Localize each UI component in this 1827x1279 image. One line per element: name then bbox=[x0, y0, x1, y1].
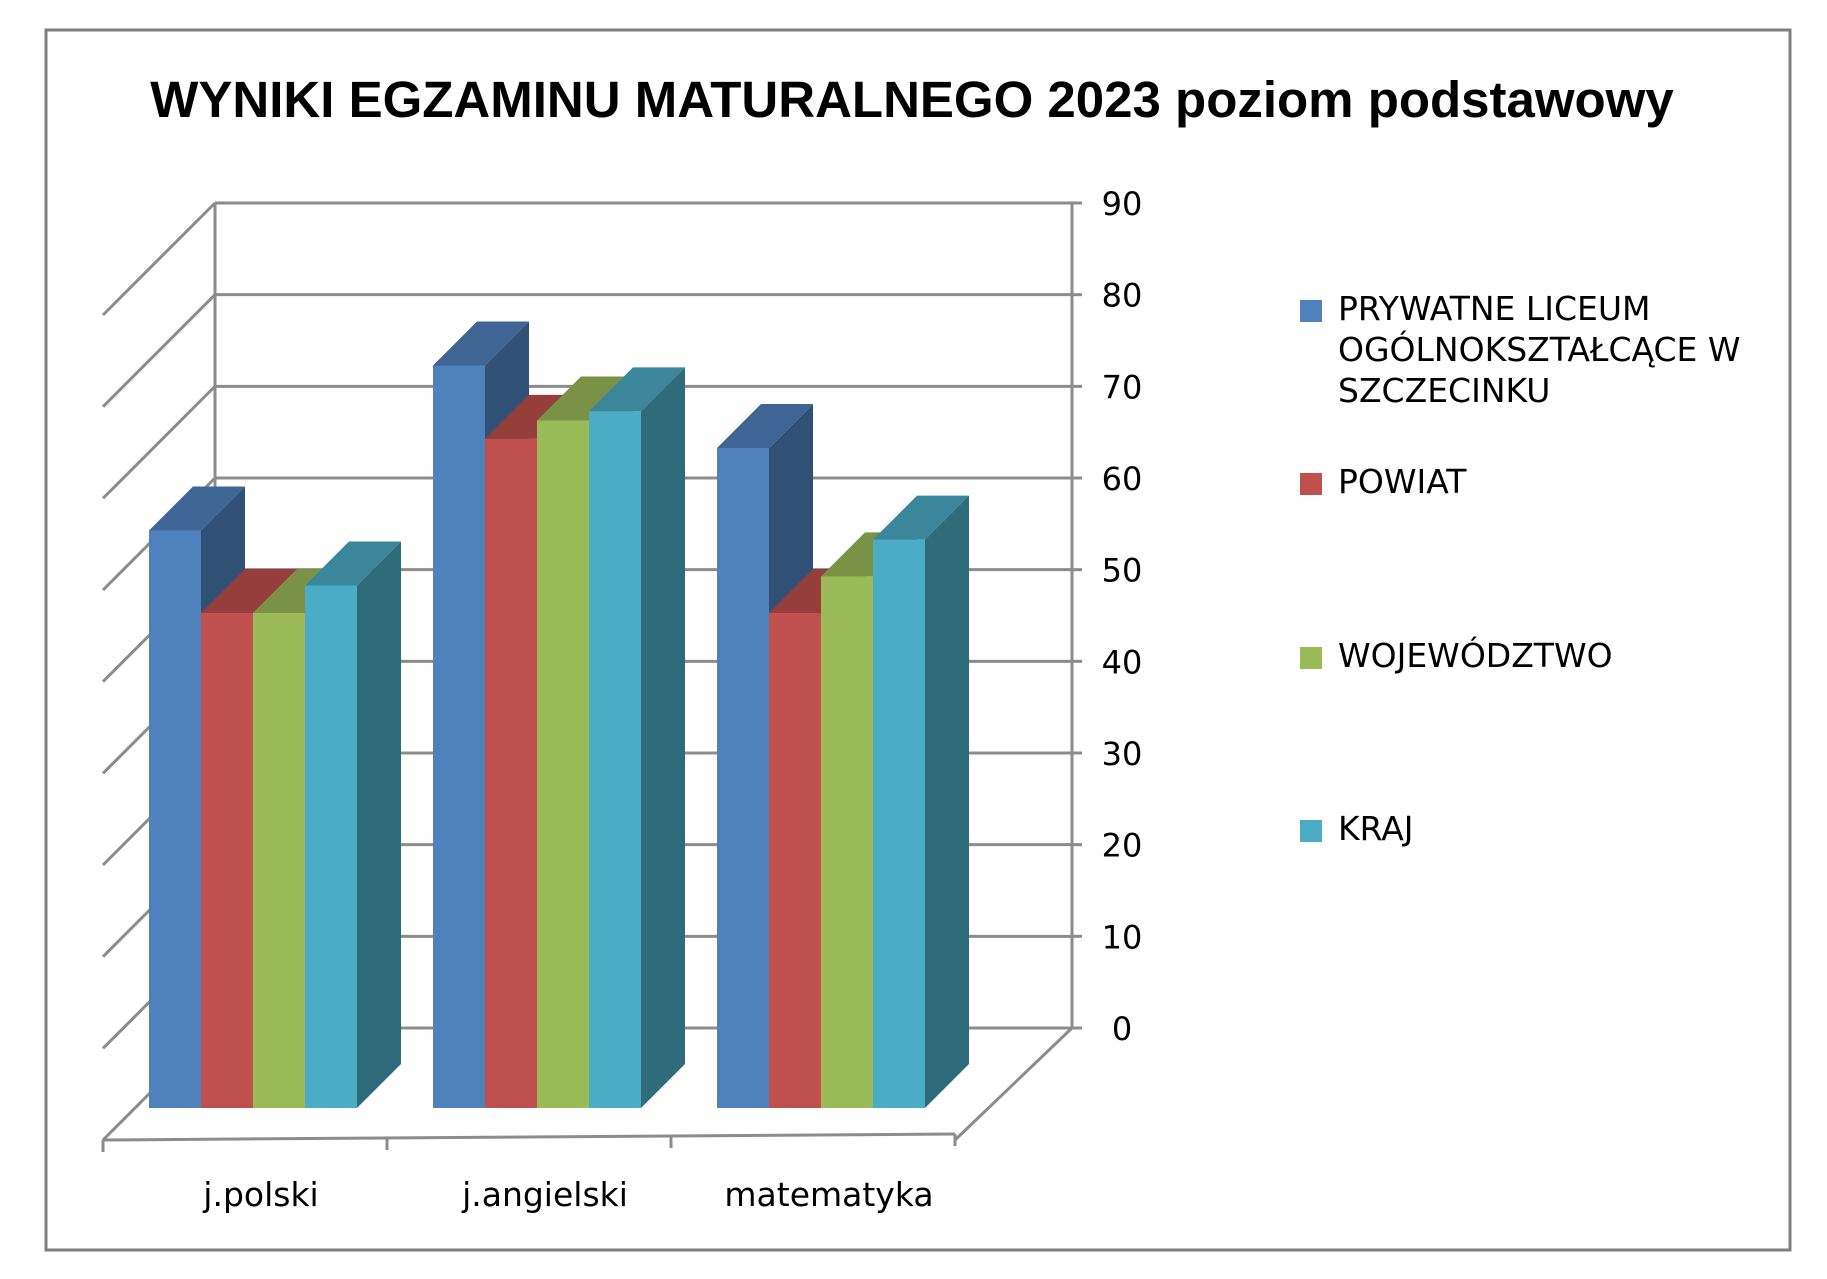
legend-label: PRYWATNE LICEUM bbox=[1338, 289, 1651, 328]
y-tick-label: 10 bbox=[1102, 918, 1143, 956]
category-label: matematyka bbox=[724, 1175, 933, 1214]
legend-swatch bbox=[1300, 473, 1322, 495]
bars bbox=[149, 321, 969, 1109]
bar-side bbox=[357, 541, 401, 1108]
bar-front bbox=[717, 448, 769, 1108]
y-tick-label: 20 bbox=[1102, 827, 1143, 865]
bar-side bbox=[641, 367, 685, 1108]
bar-front bbox=[253, 613, 305, 1108]
category-axis bbox=[102, 1132, 956, 1142]
y-tick-label: 50 bbox=[1102, 552, 1143, 590]
y-tick-label: 40 bbox=[1102, 643, 1143, 681]
y-tick-label: 60 bbox=[1102, 460, 1143, 498]
bar-top bbox=[433, 321, 529, 366]
y-tick-labels: 0 10 20 30 40 50 60 70 80 90 bbox=[1102, 185, 1143, 1048]
bar bbox=[589, 367, 685, 1108]
bar-top bbox=[589, 367, 685, 412]
legend-label: SZCZECINKU bbox=[1338, 371, 1550, 410]
bar-front bbox=[201, 613, 253, 1108]
bar bbox=[305, 541, 401, 1108]
axes bbox=[101, 201, 1082, 1152]
y-tick-label: 80 bbox=[1102, 277, 1143, 315]
legend-swatch bbox=[1300, 647, 1322, 669]
bar-top bbox=[201, 569, 297, 613]
legend-label: OGÓLNOKSZTAŁCĄCE W bbox=[1338, 329, 1741, 369]
bar-front bbox=[305, 585, 357, 1108]
y-tick-label: 70 bbox=[1102, 368, 1143, 406]
wall-gridline bbox=[101, 201, 217, 317]
legend-label: KRAJ bbox=[1338, 809, 1414, 848]
y-tick-label: 0 bbox=[1112, 1010, 1132, 1048]
bar-top bbox=[717, 404, 813, 448]
bar-top bbox=[305, 541, 401, 586]
bar-front bbox=[873, 539, 925, 1108]
legend-item: POWIAT bbox=[1300, 462, 1467, 501]
bar-front bbox=[769, 613, 821, 1108]
bar-front bbox=[589, 411, 641, 1108]
floor-right-edge bbox=[953, 1026, 1074, 1142]
legend-item: KRAJ bbox=[1300, 809, 1414, 848]
category-label: j.polski bbox=[202, 1175, 318, 1214]
bar-front bbox=[537, 420, 589, 1108]
y-tick-label: 30 bbox=[1102, 735, 1143, 773]
legend-swatch bbox=[1300, 300, 1322, 322]
wall-gridline bbox=[101, 385, 217, 500]
bar-top bbox=[537, 376, 633, 421]
bar-front bbox=[485, 438, 537, 1108]
bar-top bbox=[149, 486, 245, 531]
legend-item: WOJEWÓDZTWO bbox=[1300, 635, 1613, 675]
bar-front bbox=[433, 365, 485, 1108]
chart-title: WYNIKI EGZAMINU MATURALNEGO 2023 poziom … bbox=[150, 71, 1674, 128]
bar-front bbox=[149, 530, 201, 1108]
category-label: j.angielski bbox=[461, 1175, 628, 1214]
bar-side bbox=[925, 495, 969, 1109]
legend-swatch bbox=[1300, 820, 1322, 842]
bar bbox=[873, 495, 969, 1109]
y-tick-label: 90 bbox=[1102, 185, 1143, 223]
wall-gridline bbox=[101, 293, 217, 408]
bar-top bbox=[873, 495, 969, 540]
legend-label: WOJEWÓDZTWO bbox=[1338, 635, 1613, 675]
bar-front bbox=[821, 576, 873, 1108]
legend-label: POWIAT bbox=[1338, 462, 1467, 501]
category-labels: j.polski j.angielski matematyka bbox=[202, 1175, 933, 1214]
